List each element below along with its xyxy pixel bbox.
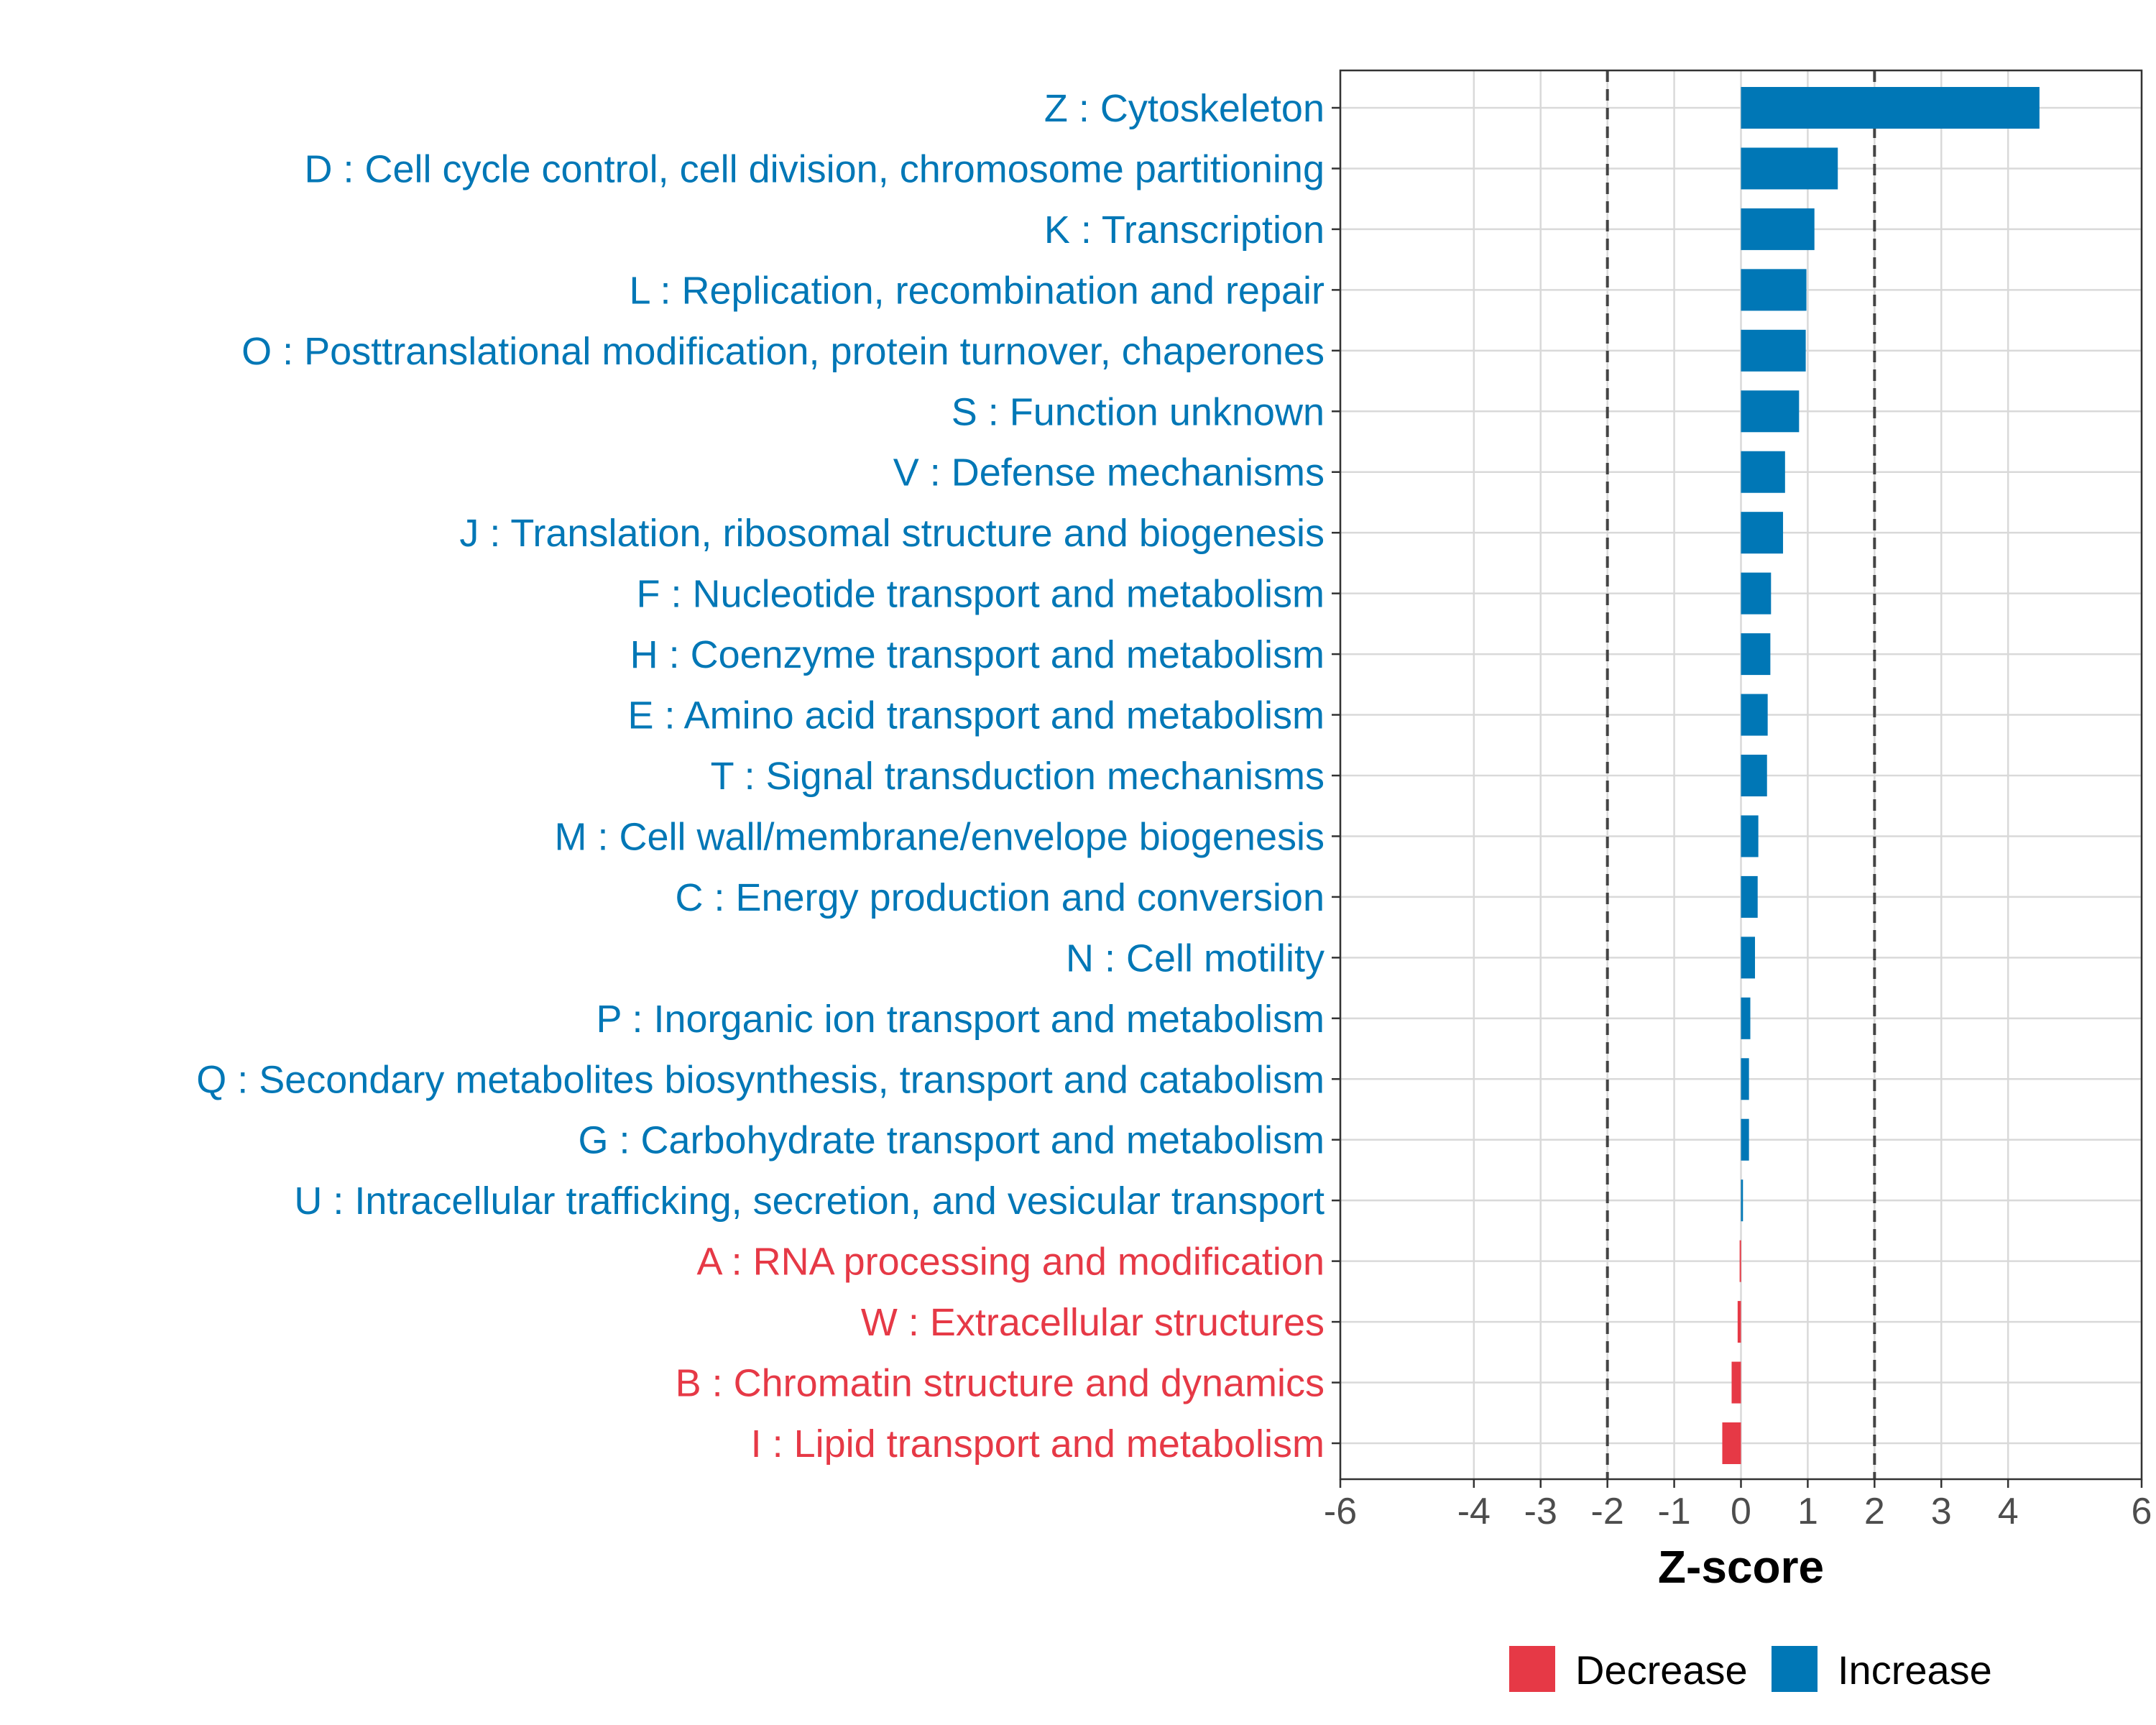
- category-label: C : Energy production and conversion: [675, 876, 1325, 919]
- category-label: A : RNA processing and modification: [697, 1241, 1325, 1284]
- category-label: D : Cell cycle control, cell division, c…: [304, 147, 1325, 190]
- category-labels: Z : Cytoskeleton D : Cell cycle control, …: [196, 87, 1325, 1466]
- bar: [1741, 1058, 1749, 1100]
- x-tick-label: -6: [1324, 1491, 1357, 1532]
- legend-swatch: [1509, 1646, 1555, 1692]
- bar: [1741, 937, 1756, 979]
- bar: [1741, 572, 1772, 615]
- category-label: Z : Cytoskeleton: [1044, 87, 1325, 130]
- category-label: F : Nucleotide transport and metabolism: [637, 573, 1325, 616]
- category-label: P : Inorganic ion transport and metaboli…: [596, 998, 1325, 1041]
- x-tick-label: -2: [1591, 1491, 1624, 1532]
- bar: [1741, 329, 1806, 372]
- category-label: Q : Secondary metabolites biosynthesis, …: [196, 1058, 1325, 1101]
- category-label: K : Transcription: [1044, 208, 1325, 252]
- x-tick-label: -3: [1524, 1491, 1557, 1532]
- bar: [1741, 147, 1838, 190]
- bar: [1741, 1179, 1743, 1222]
- bars: [1722, 87, 2040, 1464]
- x-axis-title: Z-score: [1658, 1541, 1824, 1593]
- category-label: B : Chromatin structure and dynamics: [676, 1362, 1325, 1405]
- bar: [1741, 755, 1767, 796]
- category-label: O : Posttranslational modification, prot…: [241, 330, 1325, 373]
- category-label: M : Cell wall/membrane/envelope biogenes…: [554, 815, 1325, 858]
- bar: [1741, 451, 1785, 493]
- legend-label: Decrease: [1575, 1647, 1748, 1693]
- x-tick-label: 6: [2132, 1491, 2152, 1532]
- bar: [1741, 87, 2040, 129]
- x-tick-label: -1: [1657, 1491, 1690, 1532]
- category-label: S : Function unknown: [952, 390, 1325, 433]
- x-tick-label: 4: [1998, 1491, 2019, 1532]
- category-label: J : Translation, ribosomal structure and…: [459, 512, 1325, 555]
- category-label: H : Coenzyme transport and metabolism: [630, 633, 1325, 676]
- bar: [1741, 208, 1815, 250]
- bar: [1741, 815, 1759, 857]
- bar: [1741, 1118, 1749, 1161]
- x-axis-ticks: -6 -4 -3 -2 -1 0 1 2 3 4 6: [1324, 1479, 2152, 1532]
- category-label: I : Lipid transport and metabolism: [751, 1422, 1325, 1466]
- legend-label: Increase: [1838, 1647, 1992, 1693]
- x-tick-label: 1: [1797, 1491, 1818, 1532]
- bar: [1741, 269, 1807, 311]
- bar: [1722, 1422, 1741, 1464]
- x-tick-label: 3: [1931, 1491, 1952, 1532]
- legend: Decrease Increase: [1509, 1646, 1992, 1693]
- category-label: E : Amino acid transport and metabolism: [628, 694, 1325, 737]
- reference-lines: [1606, 70, 1876, 1479]
- category-label: N : Cell motility: [1066, 937, 1325, 980]
- bar: [1741, 390, 1800, 433]
- bar: [1741, 997, 1751, 1039]
- x-tick-label: 0: [1731, 1491, 1751, 1532]
- bar: [1731, 1361, 1741, 1404]
- bar: [1741, 512, 1784, 554]
- bar: [1741, 633, 1771, 676]
- bar: [1739, 1240, 1741, 1282]
- category-label: U : Intracellular trafficking, secretion…: [294, 1179, 1325, 1223]
- category-label: L : Replication, recombination and repai…: [629, 269, 1325, 312]
- category-label: T : Signal transduction mechanisms: [711, 755, 1325, 798]
- x-tick-label: 2: [1864, 1491, 1885, 1532]
- bar: [1737, 1301, 1741, 1343]
- bar: [1741, 875, 1758, 918]
- category-label: W : Extracellular structures: [861, 1301, 1325, 1344]
- category-label: V : Defense mechanisms: [893, 451, 1325, 494]
- x-tick-label: -4: [1457, 1491, 1491, 1532]
- bar: [1741, 694, 1768, 736]
- category-label: G : Carbohydrate transport and metabolis…: [579, 1119, 1325, 1162]
- y-axis-ticks: [1332, 106, 1340, 1445]
- legend-swatch: [1772, 1646, 1818, 1692]
